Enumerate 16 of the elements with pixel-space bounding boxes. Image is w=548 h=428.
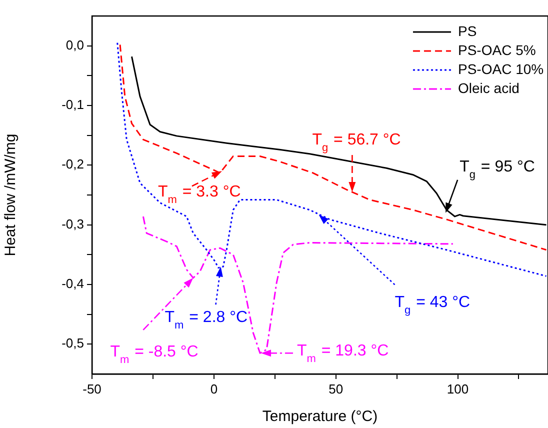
x-tick-label: -50 xyxy=(82,381,102,396)
y-tick-label: -0,1 xyxy=(62,97,84,112)
y-axis-title: Heat flow /mW/mg xyxy=(2,134,20,256)
x-tick-label: 50 xyxy=(328,381,344,396)
legend-label: PS-OAC 5% xyxy=(458,41,536,60)
y-tick-label: -0,3 xyxy=(62,216,84,232)
y-tick-label: -0,4 xyxy=(62,276,84,292)
legend-label: PS-OAC 10% xyxy=(458,60,544,79)
x-axis-title: Temperature (°C) xyxy=(262,408,378,426)
y-tick-label: -0,5 xyxy=(62,336,84,351)
legend-label: Oleic acid xyxy=(458,79,520,98)
x-tick-label: 0 xyxy=(210,381,218,396)
y-tick-label: 0,0 xyxy=(66,37,84,52)
y-tick-label: -0,2 xyxy=(62,156,84,172)
legend-label: PS xyxy=(458,22,477,41)
x-tick-label: 100 xyxy=(446,381,469,396)
